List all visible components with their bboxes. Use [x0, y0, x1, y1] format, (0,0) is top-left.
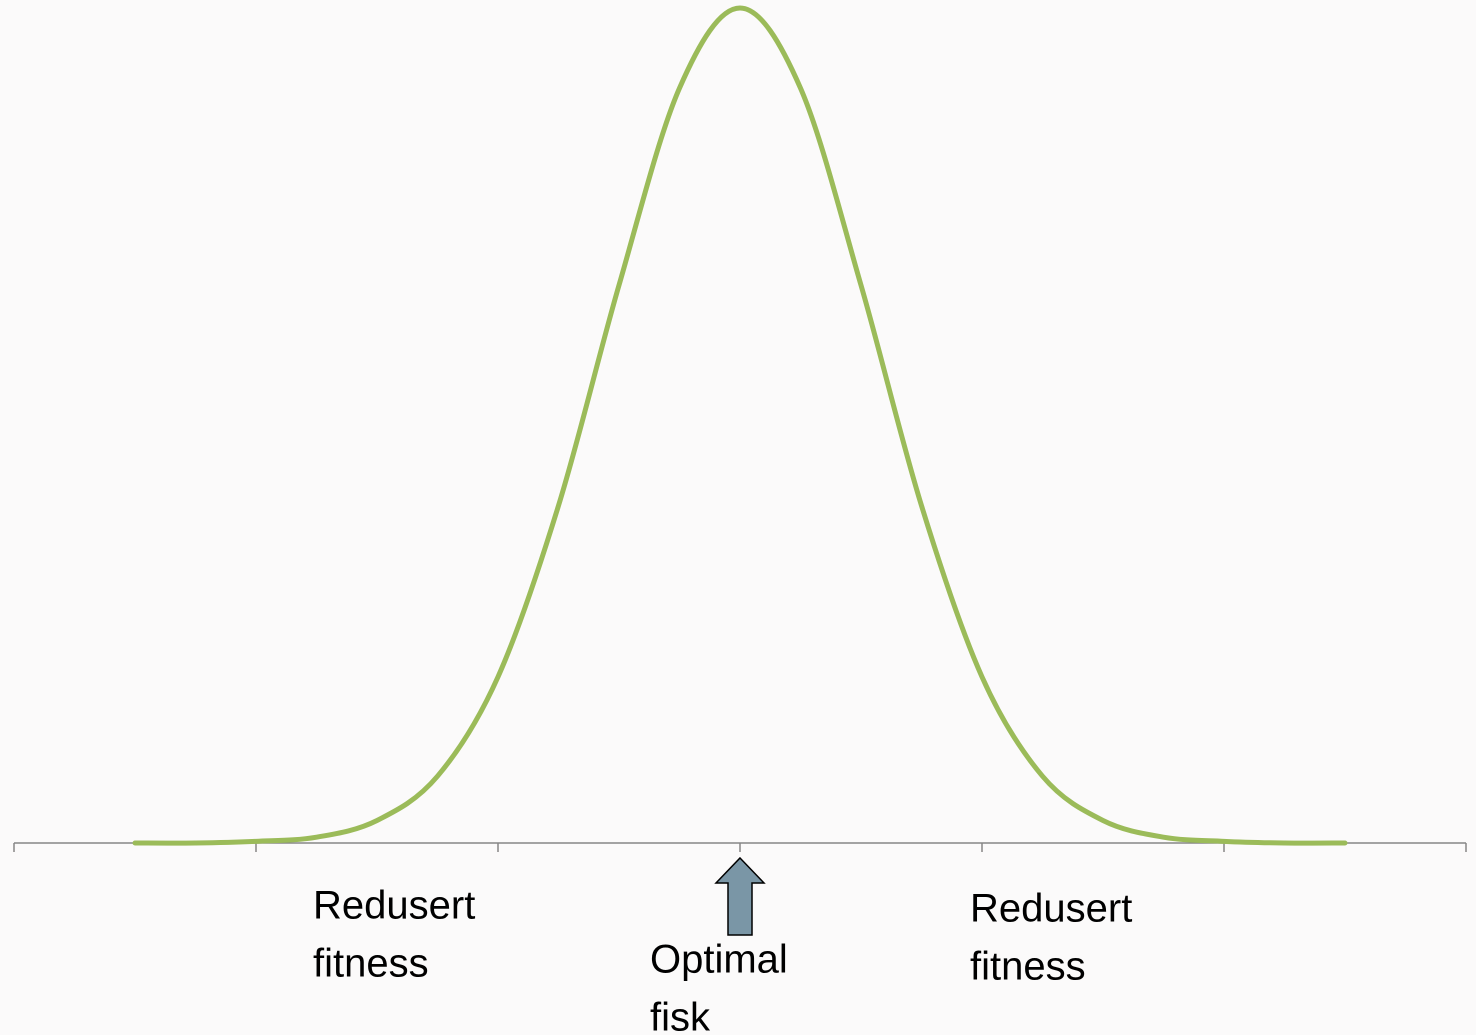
- annotation: Redusert: [970, 887, 1132, 931]
- arrow: [714, 856, 766, 936]
- annotation: Optimal: [650, 938, 788, 982]
- annotation: Redusert: [313, 884, 475, 928]
- annotation: fitness: [970, 945, 1086, 989]
- annotation: fitness: [313, 942, 429, 986]
- line-series: [132, 5, 1348, 846]
- annotation: fisk: [650, 996, 711, 1035]
